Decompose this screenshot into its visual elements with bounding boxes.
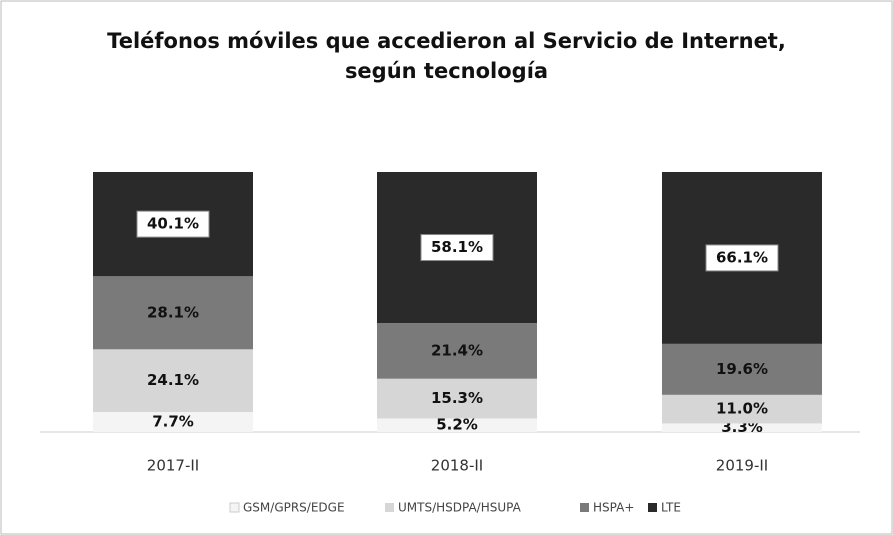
legend-swatch	[229, 502, 240, 513]
chart-title: Teléfonos móviles que accedieron al Serv…	[107, 29, 786, 83]
bar-segment	[662, 343, 822, 395]
bar-segment	[377, 323, 537, 379]
legend-label: UMTS/HSDPA/HSUPA	[398, 501, 522, 515]
data-label: 19.6%	[716, 360, 768, 378]
bar-segment	[93, 276, 253, 350]
x-tick-label: 2018-II	[431, 457, 483, 475]
data-label: 5.2%	[436, 416, 478, 434]
bar-segment	[93, 349, 253, 412]
bar-segment	[662, 394, 822, 424]
legend-label: GSM/GPRS/EDGE	[243, 501, 345, 515]
label-box	[705, 244, 779, 272]
legend-label: LTE	[661, 501, 681, 515]
data-label: 7.7%	[152, 412, 194, 430]
data-label: 66.1%	[716, 248, 768, 266]
x-tick-label: 2019-II	[716, 457, 768, 475]
bar-segment	[377, 378, 537, 419]
legend-swatch	[648, 503, 657, 512]
label-box	[136, 210, 210, 238]
legend-swatch	[385, 503, 394, 512]
data-label: 15.3%	[431, 389, 483, 407]
data-label: 58.1%	[431, 238, 483, 256]
label-box	[420, 234, 494, 262]
bar-segment	[377, 418, 537, 432]
data-label: 40.1%	[147, 215, 199, 233]
data-label: 21.4%	[431, 341, 483, 359]
bar-segment	[93, 411, 253, 432]
legend-swatch	[580, 503, 589, 512]
legend-label: HSPA+	[593, 501, 634, 515]
bar-segment	[662, 423, 822, 432]
data-label: 28.1%	[147, 303, 199, 321]
data-label: 11.0%	[716, 400, 768, 418]
x-tick-label: 2017-II	[147, 457, 199, 475]
data-label: 24.1%	[147, 371, 199, 389]
